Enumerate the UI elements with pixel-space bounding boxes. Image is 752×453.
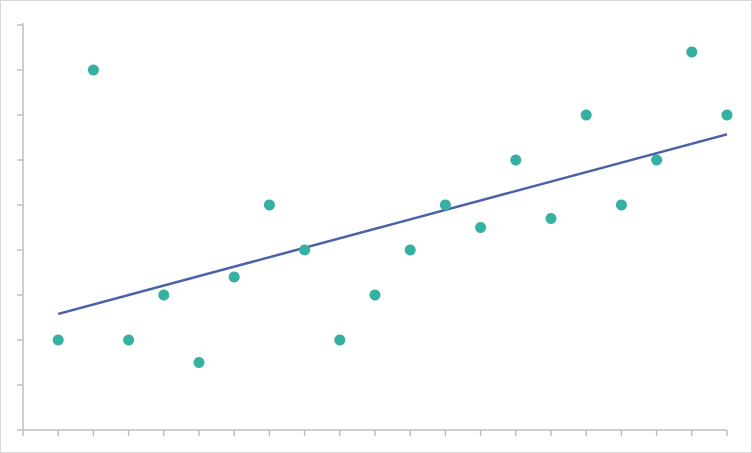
point (475, 222, 487, 233)
point (299, 244, 311, 256)
point (686, 46, 698, 58)
point (334, 334, 346, 346)
point (545, 213, 557, 224)
point (52, 334, 64, 346)
point (158, 289, 170, 301)
point (263, 199, 275, 211)
point (404, 244, 416, 256)
point (228, 271, 240, 283)
trendline (57, 133, 728, 316)
point (439, 199, 451, 211)
point (615, 199, 627, 211)
point (369, 289, 381, 301)
point (651, 154, 663, 166)
point (123, 334, 135, 346)
point (510, 154, 522, 166)
point (193, 357, 205, 368)
point (87, 64, 99, 76)
point (580, 109, 592, 121)
point (721, 109, 733, 121)
